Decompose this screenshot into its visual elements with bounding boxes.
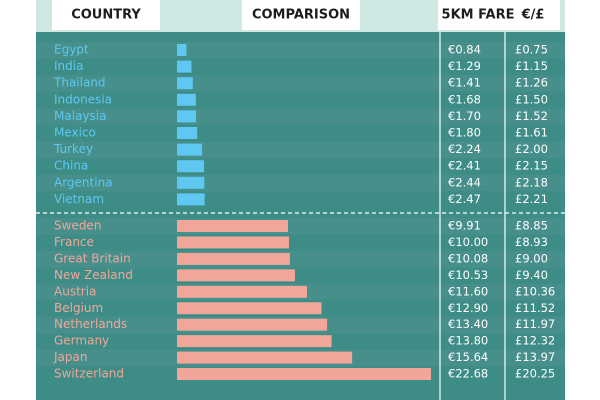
- category-label: India: [54, 59, 83, 73]
- bar: [177, 176, 205, 189]
- bar: [177, 335, 332, 348]
- bar: [177, 351, 353, 364]
- header: €/£: [521, 8, 545, 23]
- value-label: €1.68: [448, 92, 481, 106]
- gbp-value-label: £2.00: [515, 142, 548, 156]
- gbp-value-label: £9.40: [515, 268, 548, 282]
- gbp-value-label: £2.15: [515, 159, 548, 173]
- panel: [36, 0, 565, 400]
- value-label: €1.41: [448, 76, 481, 90]
- category-label: Malaysia: [54, 109, 106, 123]
- category-label: Indonesia: [54, 92, 112, 106]
- gbp-value-label: £0.75: [515, 43, 548, 57]
- header-box: [438, 0, 560, 30]
- value-label: €2.44: [448, 175, 481, 189]
- bar: [177, 220, 288, 232]
- gbp-value-label: £13.97: [515, 350, 555, 364]
- category-label: Great Britain: [54, 251, 131, 265]
- gbp-value-label: £8.93: [515, 235, 548, 249]
- bar: [177, 285, 307, 298]
- category-label: New Zealand: [54, 268, 133, 282]
- value-label: €22.68: [448, 367, 488, 381]
- gbp-value-label: £1.26: [515, 76, 548, 90]
- header: COUNTRY: [71, 8, 141, 23]
- bar: [177, 143, 203, 156]
- gbp-value-label: £11.52: [515, 301, 555, 315]
- category-label: Thailand: [53, 76, 106, 90]
- bar: [177, 60, 192, 73]
- bar: [177, 269, 295, 282]
- value-label: €10.53: [448, 268, 488, 282]
- category-label: Turkey: [53, 142, 93, 156]
- value-label: €2.41: [448, 159, 481, 173]
- row-stripe: [36, 174, 565, 192]
- category-label: France: [54, 235, 94, 249]
- bar: [177, 77, 193, 90]
- header-box: [242, 0, 360, 30]
- value-label: €13.40: [448, 317, 488, 331]
- value-label: €1.29: [448, 59, 481, 73]
- category-label: China: [54, 159, 88, 173]
- gbp-value-label: £8.85: [515, 219, 548, 233]
- value-label: €9.91: [448, 219, 481, 233]
- category-label: Argentina: [54, 175, 113, 189]
- value-label: €11.60: [448, 284, 488, 298]
- row-stripe: [36, 108, 565, 125]
- category-label: Belgium: [54, 301, 103, 315]
- bar: [177, 318, 328, 331]
- category-label: Mexico: [54, 126, 96, 140]
- value-label: €12.90: [448, 301, 488, 315]
- category-label: Japan: [53, 350, 87, 364]
- row-stripe: [36, 141, 565, 159]
- gbp-value-label: £2.21: [515, 192, 548, 206]
- gbp-value-label: £1.61: [515, 126, 548, 140]
- bar: [177, 302, 322, 315]
- bar: [177, 368, 432, 381]
- bar: [177, 110, 197, 123]
- row-stripe: [36, 42, 565, 59]
- value-label: €0.84: [448, 43, 481, 57]
- value-label: €1.70: [448, 109, 481, 123]
- category-label: Netherlands: [54, 317, 127, 331]
- gbp-value-label: £1.15: [515, 59, 548, 73]
- category-label: Switzerland: [54, 367, 124, 381]
- gbp-value-label: £1.52: [515, 109, 548, 123]
- bar: [177, 127, 198, 139]
- category-label: Vietnam: [54, 192, 104, 206]
- row-stripe: [36, 218, 565, 235]
- value-label: €10.08: [448, 251, 488, 265]
- category-label: Austria: [54, 284, 96, 298]
- bar: [177, 193, 205, 206]
- row-stripe: [36, 75, 565, 92]
- value-label: €10.00: [448, 235, 488, 249]
- category-label: Egypt: [54, 43, 89, 57]
- header-box: [52, 0, 160, 30]
- gbp-value-label: £1.50: [515, 92, 548, 106]
- value-label: €15.64: [448, 350, 488, 364]
- row-stripe: [36, 250, 565, 268]
- value-label: €2.47: [448, 192, 481, 206]
- bar: [177, 160, 204, 173]
- value-label: €13.80: [448, 334, 488, 348]
- bar: [177, 93, 196, 106]
- gbp-value-label: £20.25: [515, 367, 555, 381]
- bar: [177, 236, 289, 249]
- gbp-value-label: £9.00: [515, 251, 548, 265]
- gbp-value-label: £12.32: [515, 334, 555, 348]
- bar: [177, 252, 290, 265]
- bar: [177, 44, 187, 56]
- gbp-value-label: £2.18: [515, 175, 548, 189]
- value-label: €2.24: [448, 142, 481, 156]
- category-label: Germany: [54, 334, 109, 348]
- gbp-value-label: £11.97: [515, 317, 555, 331]
- header: 5KM FARE: [442, 8, 515, 23]
- value-label: €1.80: [448, 126, 481, 140]
- category-label: Sweden: [54, 219, 101, 233]
- header: COMPARISON: [252, 8, 350, 23]
- gbp-value-label: £10.36: [515, 284, 555, 298]
